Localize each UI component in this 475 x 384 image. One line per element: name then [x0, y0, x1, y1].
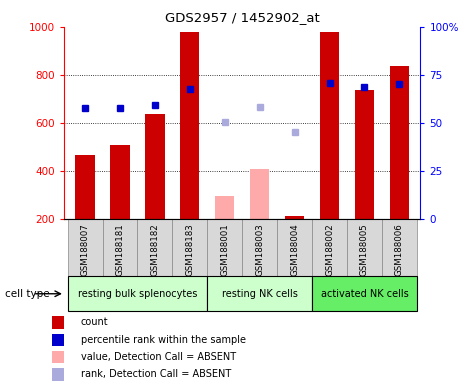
- Bar: [172, 219, 207, 276]
- Text: GSM188007: GSM188007: [81, 223, 90, 276]
- Bar: [355, 90, 374, 219]
- Text: value, Detection Call = ABSENT: value, Detection Call = ABSENT: [81, 352, 236, 362]
- Bar: [103, 219, 137, 276]
- Bar: [110, 145, 130, 219]
- Bar: [137, 219, 172, 276]
- Bar: [215, 196, 234, 219]
- Bar: [67, 276, 207, 311]
- Bar: [145, 114, 164, 219]
- Bar: [52, 316, 64, 329]
- Bar: [382, 219, 417, 276]
- Text: rank, Detection Call = ABSENT: rank, Detection Call = ABSENT: [81, 369, 231, 379]
- Bar: [312, 219, 347, 276]
- Text: GSM188004: GSM188004: [290, 223, 299, 276]
- Text: GSM188006: GSM188006: [395, 223, 404, 276]
- Bar: [52, 334, 64, 346]
- Text: GSM188181: GSM188181: [115, 223, 124, 276]
- Bar: [242, 219, 277, 276]
- Text: resting bulk splenocytes: resting bulk splenocytes: [78, 289, 197, 299]
- Bar: [52, 368, 64, 381]
- Text: activated NK cells: activated NK cells: [321, 289, 408, 299]
- Bar: [180, 32, 200, 219]
- Bar: [347, 219, 382, 276]
- Title: GDS2957 / 1452902_at: GDS2957 / 1452902_at: [165, 11, 320, 24]
- Bar: [76, 155, 95, 219]
- Bar: [207, 276, 312, 311]
- Text: resting NK cells: resting NK cells: [222, 289, 298, 299]
- Bar: [250, 169, 269, 219]
- Text: GSM188183: GSM188183: [185, 223, 194, 276]
- Bar: [52, 351, 64, 363]
- Bar: [285, 216, 304, 219]
- Text: GSM188005: GSM188005: [360, 223, 369, 276]
- Text: GSM188001: GSM188001: [220, 223, 229, 276]
- Text: GSM188002: GSM188002: [325, 223, 334, 276]
- Bar: [320, 32, 339, 219]
- Bar: [277, 219, 312, 276]
- Text: GSM188182: GSM188182: [151, 223, 160, 276]
- Bar: [312, 276, 417, 311]
- Text: GSM188003: GSM188003: [255, 223, 264, 276]
- Bar: [67, 219, 103, 276]
- Text: percentile rank within the sample: percentile rank within the sample: [81, 335, 246, 345]
- Text: cell type: cell type: [5, 289, 49, 299]
- Bar: [390, 66, 409, 219]
- Text: count: count: [81, 318, 108, 328]
- Bar: [207, 219, 242, 276]
